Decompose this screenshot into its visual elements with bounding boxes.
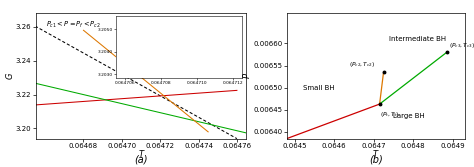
Y-axis label: P: P bbox=[243, 73, 252, 78]
Text: Small BH: Small BH bbox=[302, 85, 334, 91]
Y-axis label: G: G bbox=[5, 73, 14, 79]
Text: Large BH: Large BH bbox=[393, 114, 425, 119]
X-axis label: T: T bbox=[373, 150, 378, 159]
Text: $(P_{c3}, T_{c3})$: $(P_{c3}, T_{c3})$ bbox=[449, 41, 474, 50]
Text: (a): (a) bbox=[134, 154, 148, 164]
Text: $(P_{c2}, T_{c2})$: $(P_{c2}, T_{c2})$ bbox=[349, 60, 376, 69]
Text: $(P_t, T_t)$: $(P_t, T_t)$ bbox=[380, 110, 400, 119]
Text: (b): (b) bbox=[369, 154, 383, 164]
Text: Intermediate BH: Intermediate BH bbox=[390, 36, 447, 42]
Text: $P_{c1} < P = P_f < P_{c2}$: $P_{c1} < P = P_f < P_{c2}$ bbox=[46, 20, 101, 30]
X-axis label: T: T bbox=[138, 150, 144, 159]
